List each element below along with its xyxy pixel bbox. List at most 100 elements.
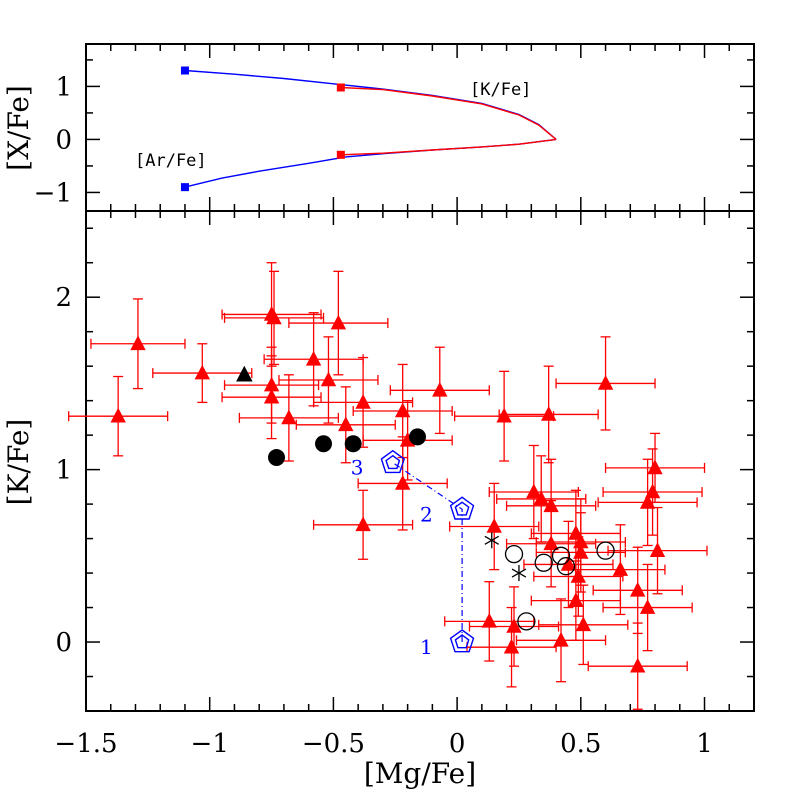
top-panel-y-tick-labels: −1 0 1 [34,72,72,208]
red-triangle-point [305,350,322,366]
red-triangle-point [573,544,589,559]
red-triangle-point [612,561,629,576]
model-track-line [392,462,463,642]
asterisk-point [484,535,500,545]
red-triangle-point [503,638,520,654]
red-triangle-point [543,535,559,551]
filled-circle-point [409,428,427,446]
bottom-panel-frame [85,210,755,712]
y-tick-label: 1 [55,456,72,486]
red-triangle-point [486,518,502,533]
model-pentagon-point [449,496,475,520]
asterisk-point [511,568,527,578]
red-triangle-point [320,371,337,387]
filled-circle-point [344,435,362,453]
x-axis-title: [Mg/Fe] [364,757,476,790]
model-pentagon-point [454,501,470,516]
open-circle-point [596,541,615,560]
top-panel-curves [184,69,557,188]
y-tick-label: 0 [55,628,72,658]
red-triangle-point [355,394,371,409]
red-triangle-point [432,381,448,397]
bottom-panel-markers [110,306,666,673]
x-tick-label: −1 [191,729,229,759]
red-triangle-point [263,388,280,404]
red-triangle-point [644,483,661,499]
top-panel-markers [180,66,345,192]
bottom-y-axis-title: [K/Fe] [2,419,35,506]
filled-circle-point [315,435,333,453]
red-triangle-point [399,431,416,447]
x-tick-label: −1.5 [54,729,117,759]
red-triangle-point [355,516,371,532]
y-tick-label: 2 [55,283,72,313]
red-triangle-point [630,581,646,597]
red-triangle-point [630,657,646,673]
red-triangle-point [597,375,614,390]
red-triangle-point [649,542,666,557]
bottom-panel-y-tick-labels: 0 1 2 [55,283,72,658]
model-point-square [336,83,345,92]
model-point-square [180,66,189,75]
red-triangle-point [395,475,411,490]
red-triangle-point [526,483,542,499]
model-pentagon-point [380,449,406,474]
x-tick-label: 0 [449,729,466,759]
top-y-axis-title: [X/Fe] [2,85,35,171]
red-triangle-point [496,407,512,423]
red-triangle-point [560,556,577,571]
curve-label-k-fe: [K/Fe] [470,80,531,100]
red-triangle-point [194,364,210,380]
red-triangle-point [647,459,663,475]
model-curve [340,86,557,140]
x-tick-label: −0.5 [302,729,365,759]
red-triangle-point [573,533,589,549]
red-triangle-point [266,309,282,325]
y-tick-label: 0 [55,125,72,155]
y-tick-label: 1 [55,72,72,102]
red-triangle-point [395,402,411,418]
model-pentagon-point [385,454,401,470]
x-tick-label: 0.5 [560,729,601,759]
open-circle-point [504,544,524,564]
open-circle-point [551,546,571,565]
red-triangle-point [281,409,297,425]
model-curve [184,138,557,188]
top-panel-ticks [85,44,755,211]
red-triangle-point [481,612,497,628]
red-triangle-point [639,494,656,509]
bottom-panel-x-tick-labels: −1.5 −1 −0.5 0 0.5 1 [54,729,712,759]
open-circle-point [534,553,553,572]
model-curve [340,138,557,156]
model-point-square [336,150,345,159]
black-triangle-point [236,365,253,382]
red-triangle-point [338,416,354,432]
red-triangle-point [639,599,656,614]
red-triangle-point [263,376,280,392]
model-point-label: 2 [420,502,433,526]
red-triangle-point [541,406,557,421]
curve-label-ar-fe: [Ar/Fe] [135,151,207,171]
red-triangle-point [506,618,522,633]
bottom-panel-error-bars [68,262,708,710]
red-triangle-point [575,616,591,632]
model-pentagon-point [449,629,475,653]
model-pentagon-point [454,634,470,649]
bottom-panel-model-track: 1 2 3 [351,449,475,659]
bottom-panel-ticks [85,211,755,712]
model-point-label: 3 [351,456,364,480]
filled-circle-point [268,449,286,467]
red-triangle-point [568,592,584,607]
open-circle-point [556,557,576,576]
x-tick-label: 1 [696,729,713,759]
y-tick-label: −1 [34,178,72,208]
open-circle-point [517,612,536,631]
red-triangle-point [543,497,559,513]
red-triangle-point [110,407,126,423]
red-triangle-point [533,490,549,506]
model-point-label: 1 [420,635,433,659]
model-point-square [180,183,189,192]
red-triangle-point [553,631,569,647]
red-triangle-point [130,335,146,351]
